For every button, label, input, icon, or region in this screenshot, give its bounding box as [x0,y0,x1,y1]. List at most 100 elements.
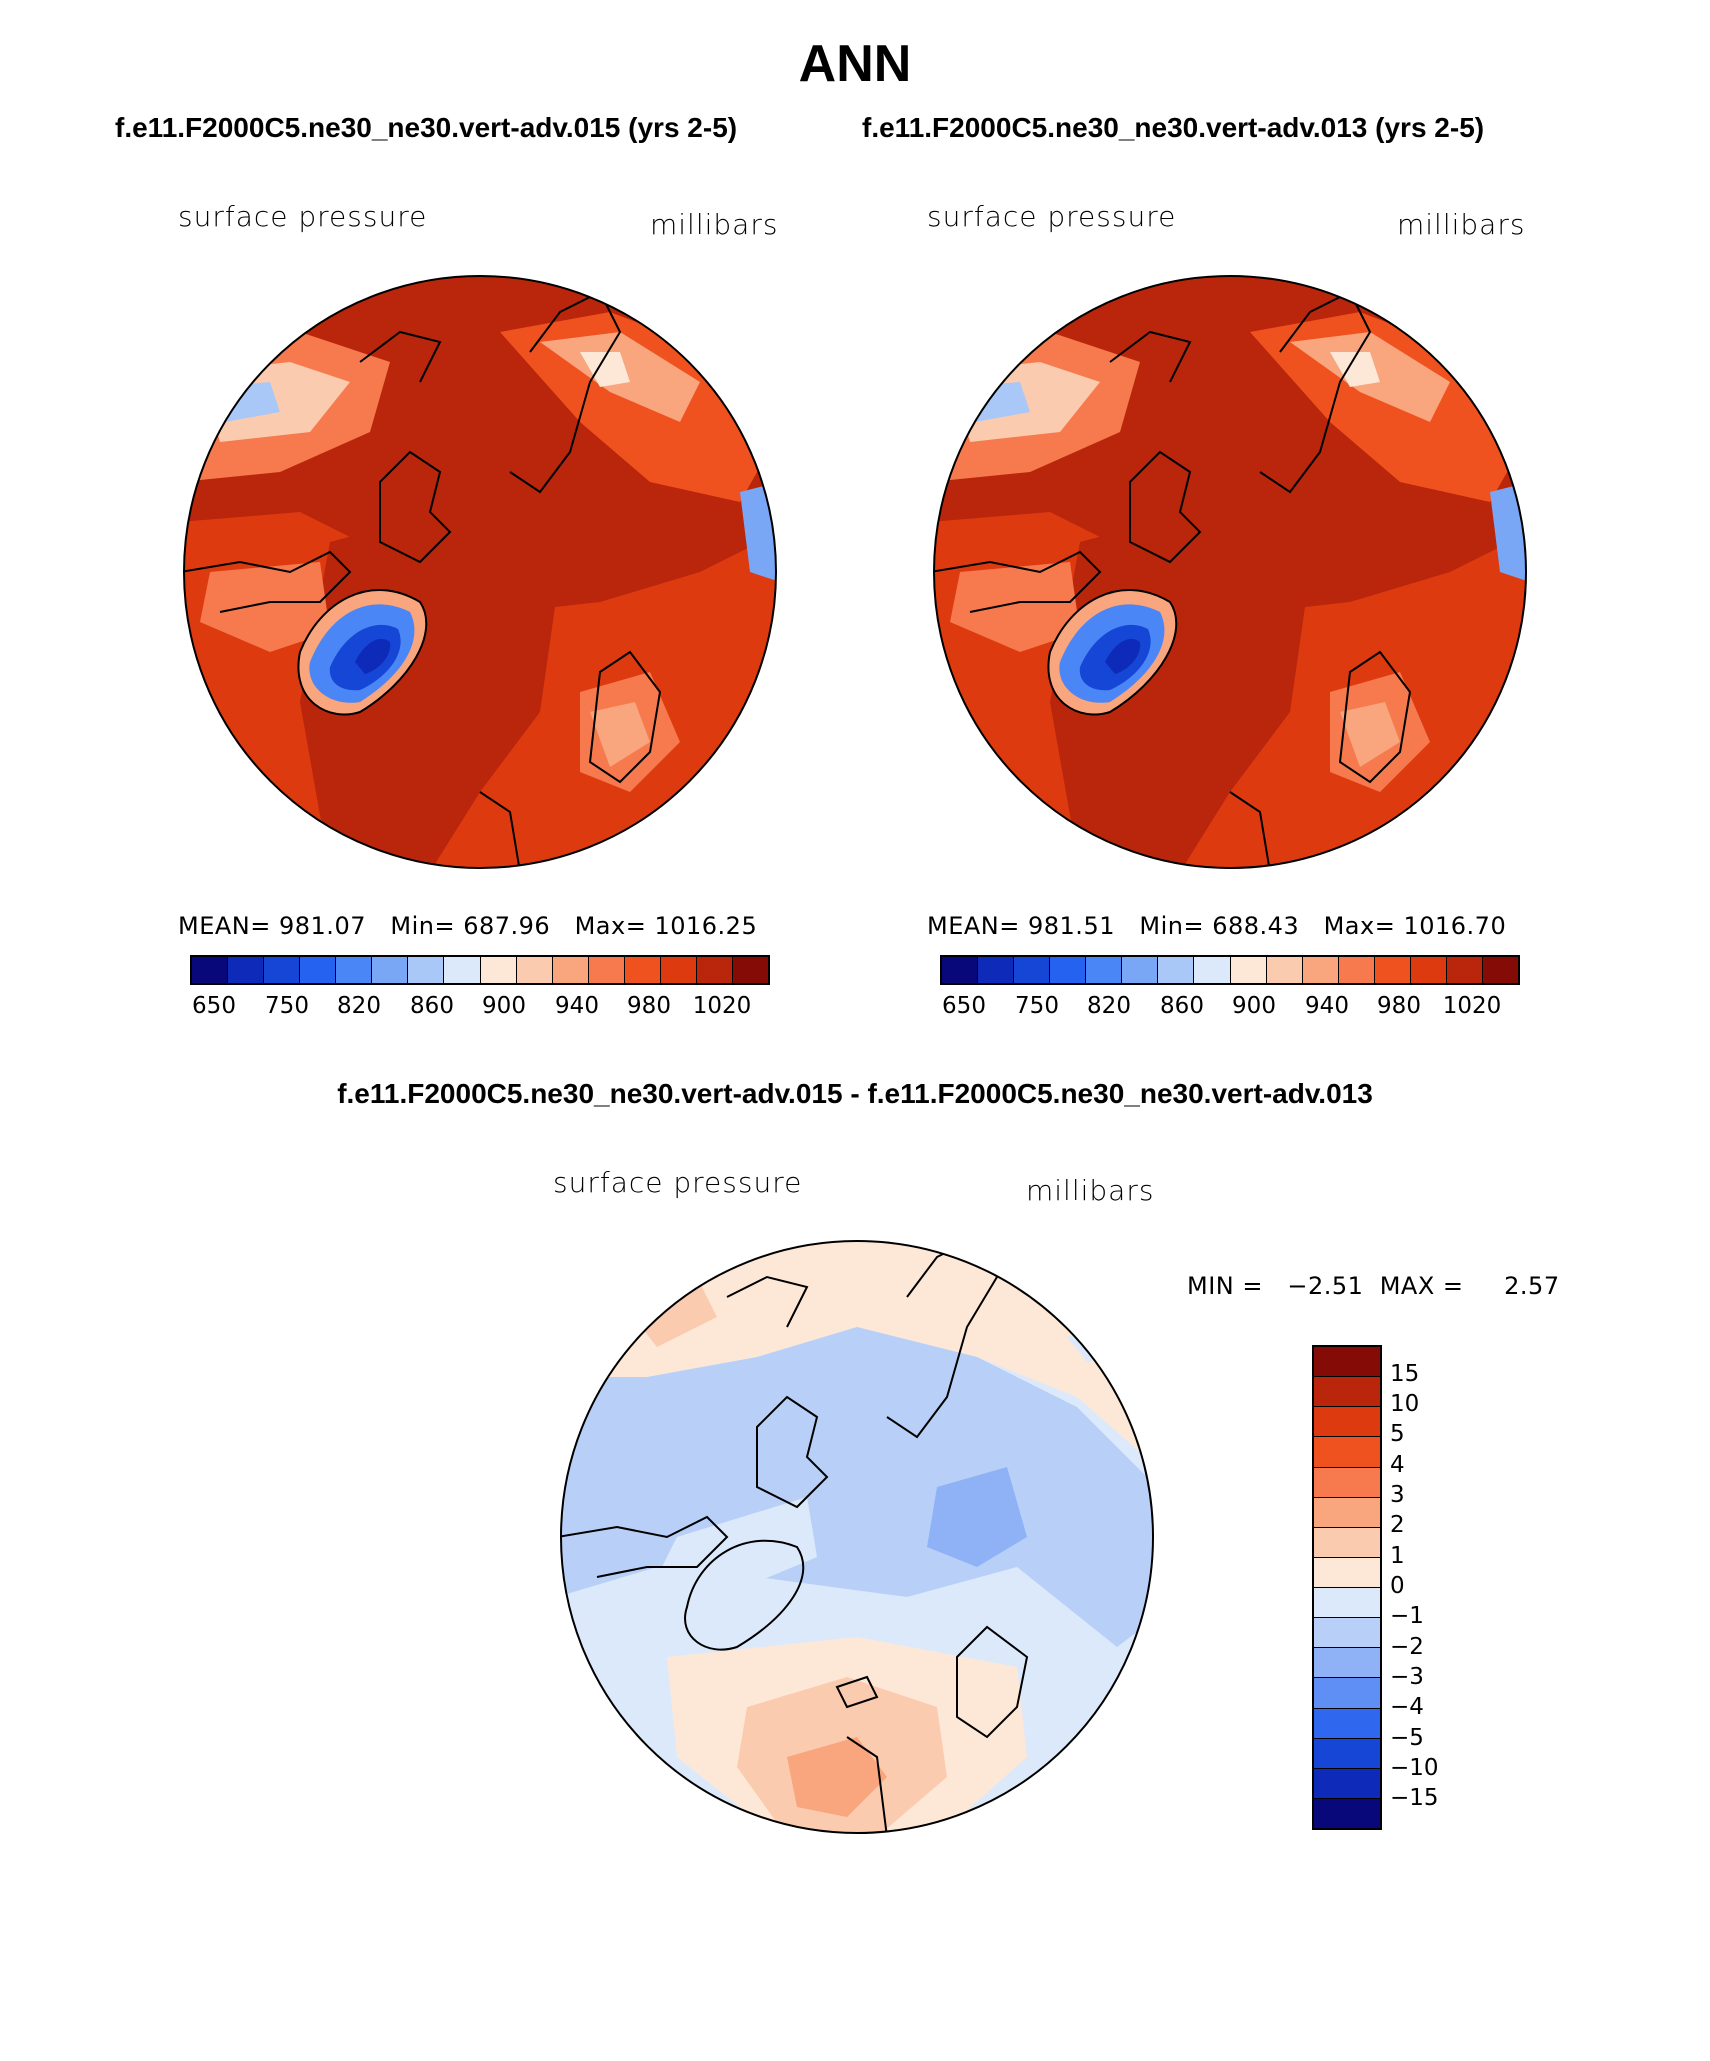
colorbar-swatch [299,957,336,983]
colorbar-swatch [1314,1556,1380,1587]
panel2-variable-label: surface pressure [927,200,1177,233]
colorbar-swatch [371,957,408,983]
colorbar-swatch [443,957,480,983]
panel1-tick: 820 [337,993,381,1019]
diff-tick: −1 [1390,1603,1424,1629]
colorbar-swatch [1157,957,1194,983]
diff-tick: 2 [1390,1512,1405,1538]
colorbar-swatch [695,957,732,983]
panel2-min-value: 688.43 [1212,912,1300,940]
colorbar-swatch [1373,957,1410,983]
panel1-mean-label: MEAN= [178,912,271,940]
panel1-tick: 980 [627,993,671,1019]
colorbar-swatch [1314,1587,1380,1618]
panel2-tick: 940 [1305,993,1349,1019]
diff-tick: 15 [1390,1361,1420,1387]
colorbar-swatch [479,957,516,983]
diff-tick: −10 [1390,1755,1439,1781]
panel1-tick: 900 [482,993,526,1019]
panel2-min-label: Min= [1139,912,1205,940]
diff-tick: −3 [1390,1664,1424,1690]
panel1-min-value: 687.96 [463,912,551,940]
colorbar-swatch [1314,1406,1380,1437]
diff-colorbar [1312,1345,1382,1830]
diff-tick: −15 [1390,1785,1439,1811]
panel1-min-label: Min= [390,912,456,940]
colorbar-swatch [1314,1496,1380,1527]
diff-tick: −5 [1390,1725,1424,1751]
panel1-colorbar-ticks: 650 750 820 860 900 940 980 1020 650 750… [0,993,1710,1023]
colorbar-swatch [1193,957,1230,983]
panel2-mean-value: 981.51 [1028,912,1115,940]
panel2-units-label: millibars [1397,208,1526,241]
page-title: ANN [798,35,912,93]
colorbar-swatch [1049,957,1086,983]
colorbar-swatch [1013,957,1050,983]
diff-variable-label: surface pressure [553,1166,803,1199]
colorbar-swatch [1085,957,1122,983]
panel2-max-label: Max= [1323,912,1396,940]
colorbar-swatch [1314,1707,1380,1738]
colorbar-swatch [659,957,696,983]
diff-max-label: MAX = [1379,1272,1464,1300]
panel2-colorbar [940,955,1520,985]
panel1-max-label: Max= [574,912,647,940]
colorbar-swatch [587,957,624,983]
colorbar-swatch [1314,1617,1380,1648]
panel1-tick: 650 [192,993,236,1019]
diff-tick: −4 [1390,1694,1424,1720]
colorbar-swatch [731,957,768,983]
colorbar-swatch [1314,1647,1380,1678]
colorbar-swatch [1301,957,1338,983]
diff-tick: −2 [1390,1634,1424,1660]
panel1-tick: 940 [555,993,599,1019]
colorbar-swatch [551,957,588,983]
diff-max-value: 2.57 [1504,1272,1560,1300]
diff-tick: 3 [1390,1482,1405,1508]
diff-tick: 0 [1390,1573,1405,1599]
diff-polar-map [560,1240,1154,1834]
panel1-tick: 860 [410,993,454,1019]
diff-title: f.e11.F2000C5.ne30_ne30.vert-adv.015 - f… [337,1078,1373,1109]
diff-tick: 4 [1390,1452,1405,1478]
panel2-mean-label: MEAN= [927,912,1020,940]
panel1-colorbar [190,955,770,985]
colorbar-swatch [1229,957,1266,983]
diff-tick: 1 [1390,1543,1405,1569]
panel1-stats: MEAN= 981.07 Min= 687.96 Max= 1016.25 [178,912,757,940]
panel2-tick: 980 [1377,993,1421,1019]
panel2-tick: 860 [1160,993,1204,1019]
colorbar-swatch [1314,1797,1380,1828]
colorbar-swatch [1314,1526,1380,1557]
diff-tick: 5 [1390,1421,1405,1447]
panel2-max-value: 1016.70 [1403,912,1507,940]
panel1-units-label: millibars [650,208,779,241]
panel1-mean-value: 981.07 [279,912,366,940]
panel1-tick: 750 [265,993,309,1019]
diff-min-label: MIN = [1187,1272,1263,1300]
colorbar-swatch [1314,1347,1380,1377]
panel2-polar-map [933,275,1527,869]
panel2-tick: 820 [1087,993,1131,1019]
panel1-tick: 1020 [692,993,752,1019]
panel2-tick: 900 [1232,993,1276,1019]
panel2-tick: 750 [1015,993,1059,1019]
colorbar-swatch [1314,1677,1380,1708]
panel1-max-value: 1016.25 [654,912,758,940]
panel1-polar-map [183,275,777,869]
panel2-run-title: f.e11.F2000C5.ne30_ne30.vert-adv.013 (yr… [862,112,1485,143]
colorbar-swatch [1314,1466,1380,1497]
colorbar-swatch [1265,957,1302,983]
colorbar-swatch [1445,957,1482,983]
colorbar-swatch [1409,957,1446,983]
colorbar-swatch [515,957,552,983]
panel2-stats: MEAN= 981.51 Min= 688.43 Max= 1016.70 [927,912,1506,940]
colorbar-swatch [942,957,978,983]
colorbar-swatch [1314,1767,1380,1798]
colorbar-swatch [335,957,372,983]
panel2-tick: 650 [942,993,986,1019]
diff-colorbar-ticks: 15 10 5 4 3 2 1 0 −1 −2 −3 −4 −5 −10 −15 [1390,1345,1510,1830]
diff-minmax: MIN = −2.51 MAX = 2.57 [1187,1272,1560,1300]
panel2-tick: 1020 [1442,993,1502,1019]
colorbar-swatch [1337,957,1374,983]
